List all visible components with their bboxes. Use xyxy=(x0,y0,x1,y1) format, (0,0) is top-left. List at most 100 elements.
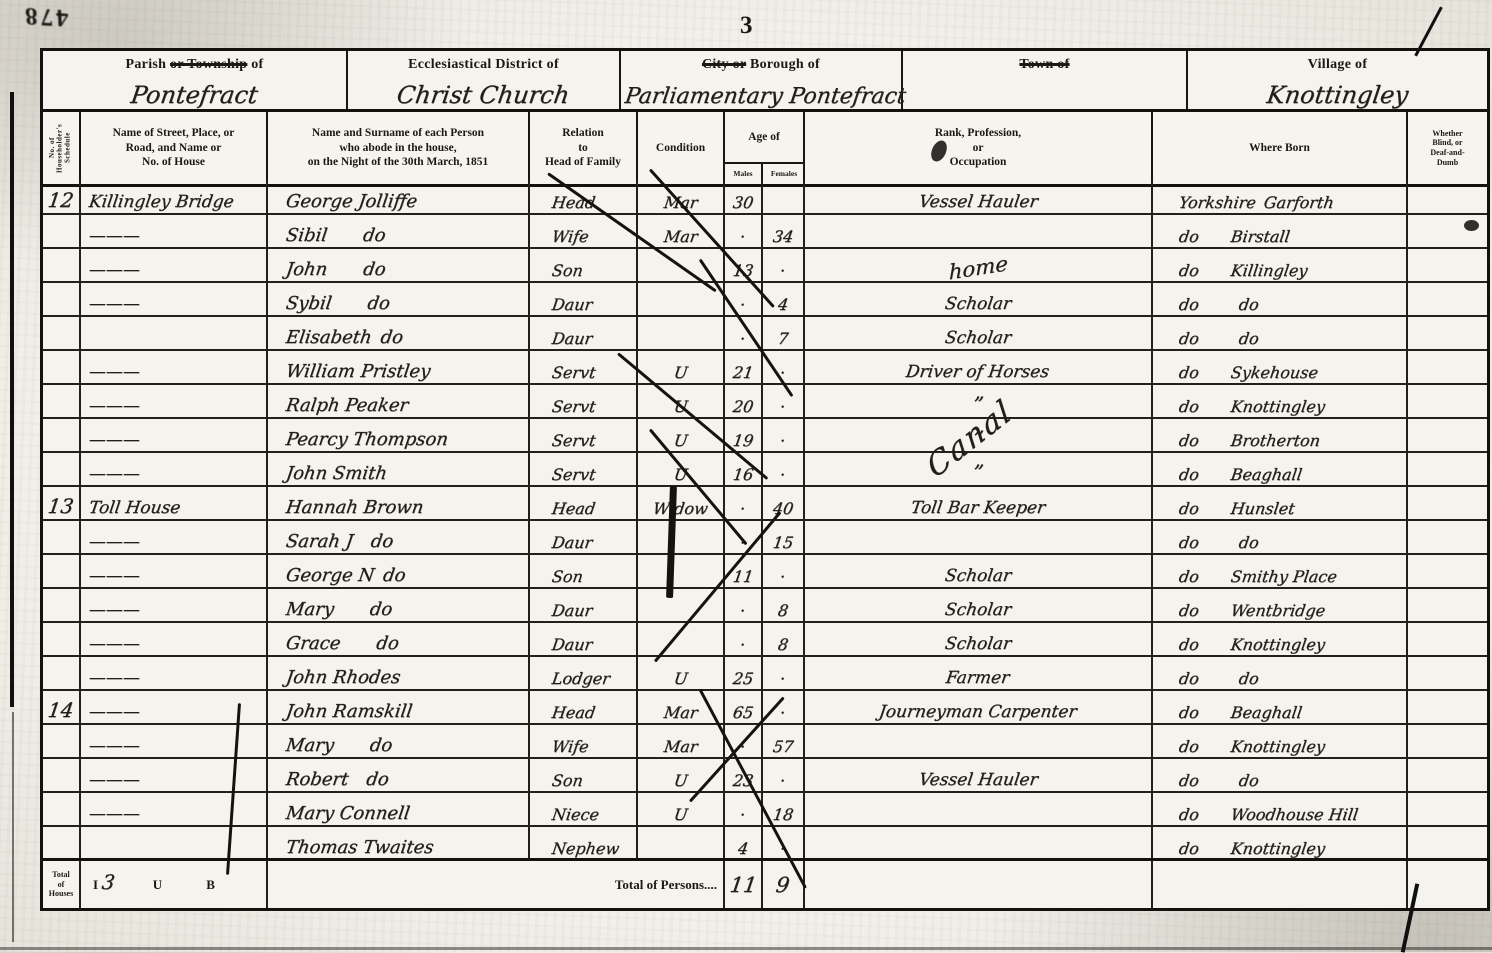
cell-infirmity xyxy=(1408,181,1487,213)
cell-where-born: Yorkshire Garforth xyxy=(1153,181,1408,213)
cell-infirmity xyxy=(1408,419,1487,451)
cell-person-name: John Smith xyxy=(268,453,530,485)
cell-condition: U xyxy=(638,351,725,383)
cell-schedule-number xyxy=(43,385,81,417)
cell-age-male: 30 xyxy=(725,181,763,213)
cell-occupation: Scholar xyxy=(805,623,1153,655)
cell-age-male: · xyxy=(725,283,763,315)
cell-relation: Daur xyxy=(530,623,638,655)
cell-where-born: do Killingley xyxy=(1153,249,1408,281)
cell-schedule-number: 13 xyxy=(43,487,81,519)
col-head-occupation: Rank, Profession, or Occupation xyxy=(805,112,1153,184)
cell-occupation: Scholar xyxy=(805,283,1153,315)
total-females-value: 9 xyxy=(763,861,805,908)
cell-condition xyxy=(638,623,725,655)
cell-age-female xyxy=(763,181,805,213)
cell-schedule-number xyxy=(43,521,81,553)
cell-schedule-number xyxy=(43,725,81,757)
cell-condition xyxy=(638,317,725,349)
cell-person-name: George N do xyxy=(268,555,530,587)
cell-condition: Mar xyxy=(638,725,725,757)
borough-field: City or Borough of Parliamentary Pontefr… xyxy=(621,51,907,109)
cell-street: ——— xyxy=(81,419,268,451)
cell-where-born: do Brotherton xyxy=(1153,419,1408,451)
cell-street: ——— xyxy=(81,351,268,383)
cell-age-male: · xyxy=(725,215,763,247)
cell-age-male: 19 xyxy=(725,419,763,451)
cell-where-born: do do xyxy=(1153,759,1408,791)
town-label: Town of xyxy=(1019,57,1070,72)
cell-relation: Head xyxy=(530,691,638,723)
cell-age-male: 4 xyxy=(725,827,763,859)
cell-relation: Wife xyxy=(530,725,638,757)
table-row: ——— John Rhodes Lodger U 25 · Farmer do … xyxy=(43,657,1487,691)
table-row: ——— John do Son 13 · home do Killingley xyxy=(43,249,1487,284)
cell-age-male: 23 xyxy=(725,759,763,791)
cell-occupation: ” xyxy=(805,385,1153,417)
cell-schedule-number: 12 xyxy=(43,181,81,213)
cell-infirmity xyxy=(1408,453,1487,485)
parish-label: Parish or Township of xyxy=(125,57,264,72)
cell-where-born: do Sykehouse xyxy=(1153,351,1408,383)
table-row: ——— Sibil do Wife Mar · 34 do Birstall xyxy=(43,215,1487,249)
cell-age-male: 21 xyxy=(725,351,763,383)
cell-age-male: · xyxy=(725,725,763,757)
cell-age-female: · xyxy=(763,453,805,485)
cell-infirmity xyxy=(1408,623,1487,655)
cell-age-male: · xyxy=(725,521,763,553)
cell-where-born: do Birstall xyxy=(1153,215,1408,247)
age-of-label: Age of xyxy=(748,130,780,143)
cell-condition: Mar xyxy=(638,181,725,213)
cell-condition: U xyxy=(638,453,725,485)
footer-blank-occupation xyxy=(805,861,1153,908)
cell-person-name: Robert do xyxy=(268,759,530,791)
cell-where-born: do Wentbridge xyxy=(1153,589,1408,621)
females-sub-head: Females xyxy=(770,169,798,179)
cell-street: ——— xyxy=(81,555,268,587)
cell-relation: Daur xyxy=(530,317,638,349)
cell-occupation: Toll Bar Keeper xyxy=(805,487,1153,519)
cell-where-born: do Beaghall xyxy=(1153,691,1408,723)
district-field: Ecclesiastical District of Christ Church xyxy=(348,51,621,109)
cell-where-born: do do xyxy=(1153,521,1408,553)
cell-relation: Servt xyxy=(530,385,638,417)
total-males-value: 11 xyxy=(725,861,763,908)
cell-person-name: Sybil do xyxy=(268,283,530,315)
cell-occupation: Scholar xyxy=(805,317,1153,349)
cell-occupation: ” xyxy=(805,419,1153,451)
cell-infirmity xyxy=(1408,283,1487,315)
cell-person-name: John Rhodes xyxy=(268,657,530,689)
cell-person-name: Elisabeth do xyxy=(268,317,530,349)
cell-street: ——— xyxy=(81,759,268,791)
cell-age-female: 8 xyxy=(763,589,805,621)
cell-age-female: · xyxy=(763,759,805,791)
cell-person-name: William Pristley xyxy=(268,351,530,383)
cell-infirmity xyxy=(1408,657,1487,689)
cell-age-female: 15 xyxy=(763,521,805,553)
cell-age-female: · xyxy=(763,555,805,587)
cell-infirmity xyxy=(1408,793,1487,825)
table-row: ——— Ralph Peaker Servt U 20 · ” do Knott… xyxy=(43,385,1487,419)
table-row: ——— George N do Son 11 · Scholar do Smit… xyxy=(43,555,1487,589)
cell-age-female: · xyxy=(763,249,805,281)
cell-occupation: Scholar xyxy=(805,589,1153,621)
cell-person-name: John Ramskill xyxy=(268,691,530,723)
cell-street: ——— xyxy=(81,521,268,553)
ink-smudge xyxy=(1464,220,1479,231)
total-of-persons-label: Total of Persons.... xyxy=(268,861,725,908)
cell-schedule-number xyxy=(43,657,81,689)
cell-relation: Head xyxy=(530,181,638,213)
parish-field: Parish or Township of Pontefract xyxy=(43,51,348,109)
table-row: 12 Killingley Bridge George Jolliffe Hea… xyxy=(43,181,1487,215)
cell-age-female: · xyxy=(763,385,805,417)
cell-occupation xyxy=(805,521,1153,553)
cell-age-male: · xyxy=(725,589,763,621)
cell-age-female: · xyxy=(763,351,805,383)
borough-value: Parliamentary Pontefract xyxy=(623,84,908,109)
cell-street: ——— xyxy=(81,249,268,281)
cell-occupation xyxy=(805,827,1153,859)
census-rows: 12 Killingley Bridge George Jolliffe Hea… xyxy=(43,181,1487,861)
sheet-page-number: 3 xyxy=(740,12,753,39)
cell-schedule-number xyxy=(43,317,81,349)
cell-where-born: do Knottingley xyxy=(1153,725,1408,757)
